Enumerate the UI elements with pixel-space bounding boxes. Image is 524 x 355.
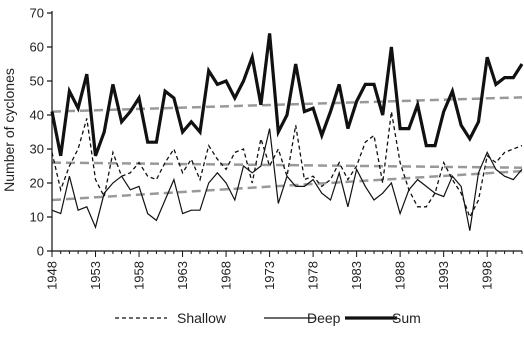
x-tick-label: 1948 [45,261,60,290]
x-tick-label: 1983 [349,261,364,290]
x-tick-label: 1958 [132,261,147,290]
y-tick-label: 30 [30,142,44,157]
plot-area [50,33,524,231]
shallow-trend-line [51,161,523,169]
series-line-sum [50,33,524,157]
x-tick-label: 1963 [175,261,190,290]
x-tick-label: 1978 [306,261,321,290]
legend-label-shallow: Shallow [177,310,227,326]
x-tick-label: 1988 [393,261,408,290]
series-line-shallow [51,111,523,219]
legend: Shallow Deep Sum [115,310,421,326]
x-tick-label: 1993 [436,261,451,290]
legend-label-sum: Sum [392,310,421,326]
y-tick-label: 40 [30,108,44,123]
y-tick-label: 60 [30,40,44,55]
y-tick-label: 10 [30,210,44,225]
x-tick-label: 1998 [480,261,495,290]
y-axis-title: Number of cyclones [1,68,17,192]
y-tick-label: 20 [30,176,44,191]
legend-label-deep: Deep [307,310,341,326]
y-tick-label: 0 [37,244,44,259]
x-tick-label: 1968 [219,261,234,290]
x-tick-label: 1973 [262,261,277,290]
x-tick-label: 1953 [88,261,103,290]
axes: 0 10 20 30 40 50 60 70 1948 1953 1958 1963 1968 1973 1… [30,6,523,290]
y-tick-label: 70 [30,6,44,21]
series-line-deep [51,128,523,231]
y-tick-label: 50 [30,74,44,89]
deep-trend-line [51,169,523,202]
